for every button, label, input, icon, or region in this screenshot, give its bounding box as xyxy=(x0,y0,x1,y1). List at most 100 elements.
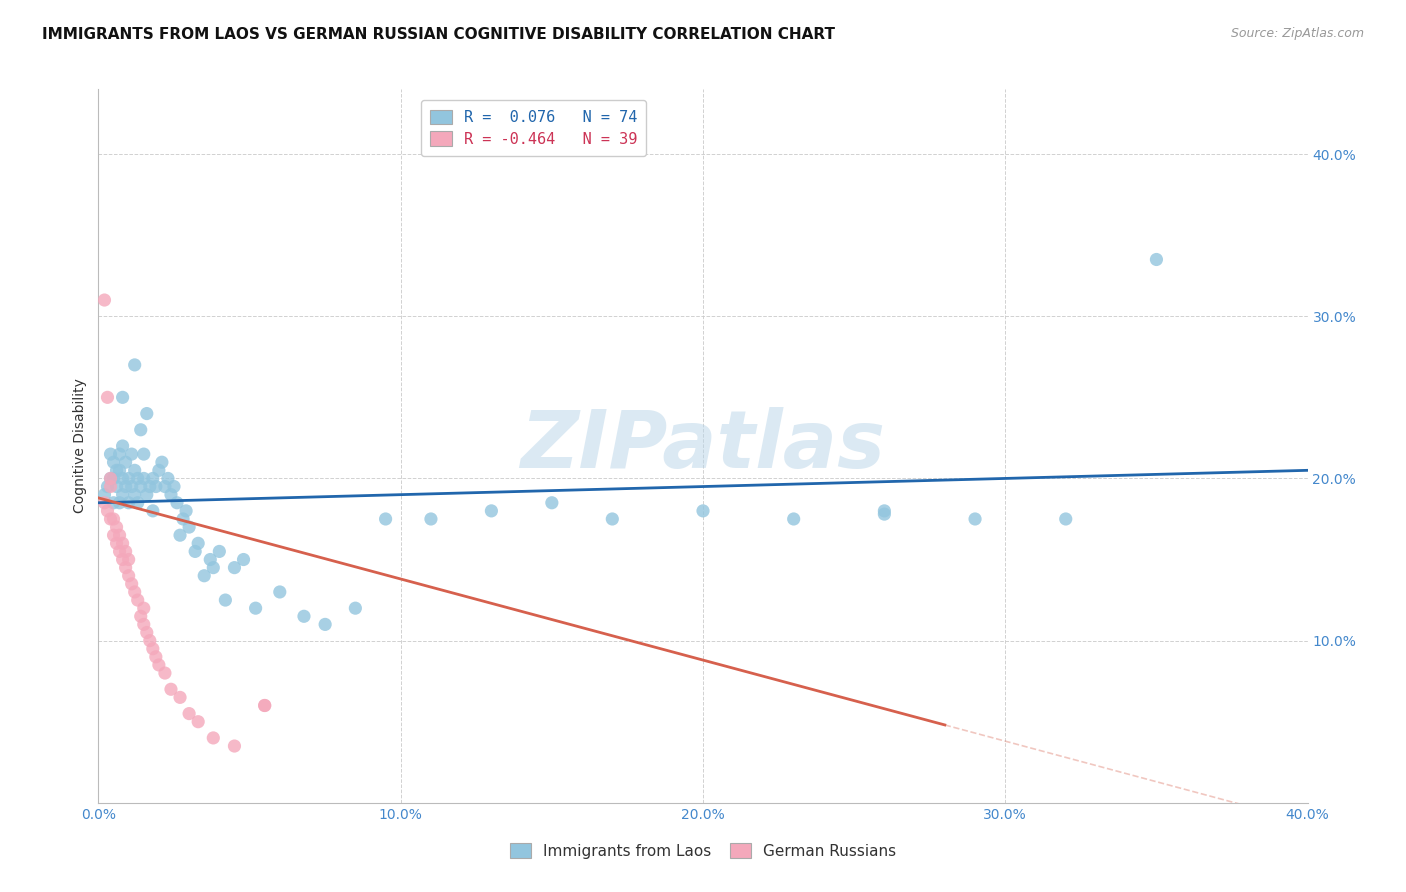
Point xyxy=(873,504,896,518)
Point xyxy=(108,463,131,477)
Point xyxy=(105,479,128,493)
Point xyxy=(1054,512,1077,526)
Point xyxy=(169,690,191,705)
Point xyxy=(873,507,896,521)
Point xyxy=(177,706,201,721)
Point xyxy=(139,633,162,648)
Point xyxy=(782,512,804,526)
Point xyxy=(174,504,197,518)
Point xyxy=(103,455,125,469)
Point xyxy=(160,682,183,697)
Point xyxy=(108,544,131,558)
Point xyxy=(139,479,162,493)
Point xyxy=(103,528,125,542)
Point xyxy=(200,552,222,566)
Point xyxy=(118,552,141,566)
Point xyxy=(124,488,146,502)
Point xyxy=(121,479,143,493)
Point xyxy=(105,520,128,534)
Point xyxy=(142,504,165,518)
Point xyxy=(208,544,231,558)
Point xyxy=(111,536,134,550)
Point xyxy=(292,609,315,624)
Point xyxy=(145,649,167,664)
Point xyxy=(100,447,122,461)
Point xyxy=(129,609,152,624)
Point xyxy=(114,544,136,558)
Point xyxy=(132,471,155,485)
Point xyxy=(419,512,441,526)
Point xyxy=(692,504,714,518)
Point xyxy=(232,552,254,566)
Point xyxy=(965,512,987,526)
Point xyxy=(314,617,336,632)
Point xyxy=(224,560,246,574)
Point xyxy=(127,471,149,485)
Point xyxy=(135,625,157,640)
Point xyxy=(253,698,276,713)
Point xyxy=(103,496,125,510)
Point xyxy=(108,528,131,542)
Point xyxy=(148,463,170,477)
Point xyxy=(100,479,122,493)
Point xyxy=(111,488,134,502)
Point xyxy=(111,552,134,566)
Point xyxy=(166,496,188,510)
Point xyxy=(142,641,165,656)
Point xyxy=(129,479,152,493)
Point xyxy=(374,512,396,526)
Point xyxy=(103,512,125,526)
Point xyxy=(124,358,146,372)
Point xyxy=(602,512,624,526)
Point xyxy=(269,585,291,599)
Point xyxy=(118,471,141,485)
Point xyxy=(163,479,186,493)
Point xyxy=(153,666,176,681)
Point xyxy=(129,423,152,437)
Point xyxy=(121,577,143,591)
Point xyxy=(96,504,118,518)
Point xyxy=(124,463,146,477)
Point xyxy=(145,479,167,493)
Point xyxy=(100,471,122,485)
Point xyxy=(111,471,134,485)
Point xyxy=(111,439,134,453)
Point xyxy=(100,471,122,485)
Point xyxy=(103,471,125,485)
Point xyxy=(177,520,201,534)
Text: IMMIGRANTS FROM LAOS VS GERMAN RUSSIAN COGNITIVE DISABILITY CORRELATION CHART: IMMIGRANTS FROM LAOS VS GERMAN RUSSIAN C… xyxy=(42,27,835,42)
Legend: Immigrants from Laos, German Russians: Immigrants from Laos, German Russians xyxy=(502,836,904,866)
Point xyxy=(135,488,157,502)
Point xyxy=(114,455,136,469)
Point xyxy=(245,601,267,615)
Point xyxy=(127,496,149,510)
Point xyxy=(153,479,176,493)
Point xyxy=(121,447,143,461)
Point xyxy=(118,568,141,582)
Text: ZIPatlas: ZIPatlas xyxy=(520,407,886,485)
Point xyxy=(132,617,155,632)
Point xyxy=(187,536,209,550)
Point xyxy=(150,455,173,469)
Point xyxy=(124,585,146,599)
Y-axis label: Cognitive Disability: Cognitive Disability xyxy=(73,378,87,514)
Point xyxy=(202,731,225,745)
Point xyxy=(108,447,131,461)
Point xyxy=(156,471,179,485)
Point xyxy=(105,536,128,550)
Point xyxy=(105,463,128,477)
Point xyxy=(93,293,115,307)
Point xyxy=(132,447,155,461)
Point xyxy=(481,504,503,518)
Point xyxy=(253,698,276,713)
Point xyxy=(142,471,165,485)
Point xyxy=(96,479,118,493)
Point xyxy=(127,593,149,607)
Point xyxy=(108,496,131,510)
Point xyxy=(214,593,236,607)
Point xyxy=(118,496,141,510)
Point xyxy=(1144,252,1167,267)
Point xyxy=(100,512,122,526)
Point xyxy=(160,488,183,502)
Point xyxy=(93,496,115,510)
